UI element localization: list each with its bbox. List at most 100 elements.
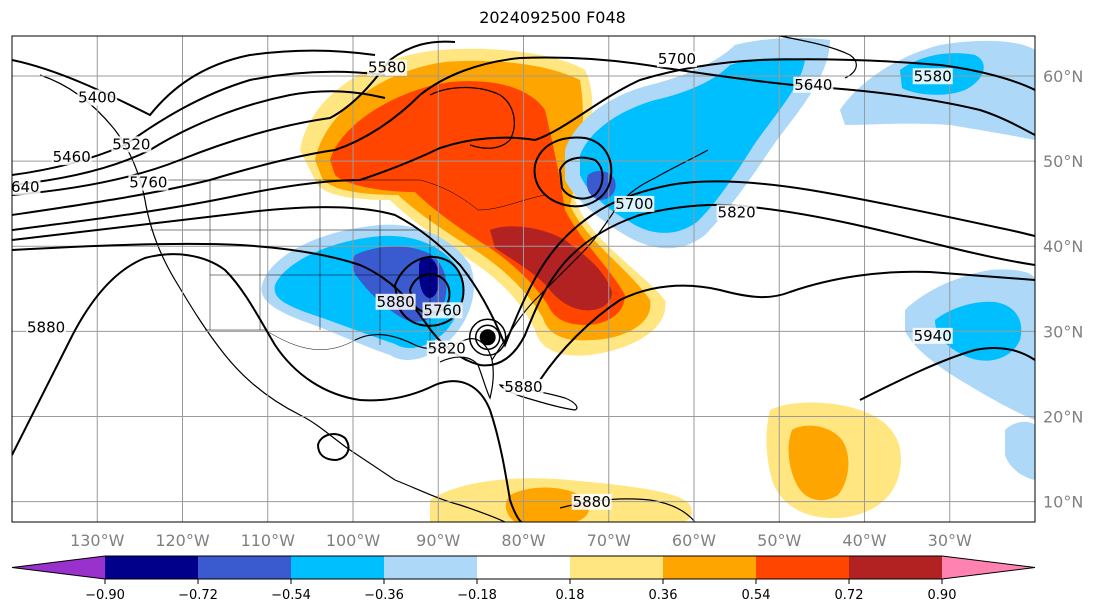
contour-label-background bbox=[128, 174, 169, 191]
lat-tick-label: 10°N bbox=[1043, 493, 1083, 512]
storm-ring-inner bbox=[474, 324, 501, 351]
colorbar-segment bbox=[477, 556, 571, 579]
contour-label-background bbox=[656, 51, 697, 68]
contour-label-text: 5580 bbox=[914, 67, 952, 85]
colorbar-tick-label: 0.90 bbox=[928, 588, 957, 603]
lon-tick-label: 130°W bbox=[70, 531, 125, 550]
contour-label-background bbox=[51, 149, 92, 166]
contour-5820 bbox=[12, 203, 1035, 367]
lon-tick-label: 90°W bbox=[416, 531, 460, 550]
contour-label: 5580 bbox=[912, 67, 953, 85]
height-contours bbox=[12, 40, 1035, 522]
coastlines bbox=[39, 36, 857, 522]
colorbar-tick-label: −0.18 bbox=[457, 588, 497, 603]
colorbar-segment bbox=[105, 556, 199, 579]
contour-label: 5700 bbox=[614, 195, 655, 213]
lat-tick-label: 50°N bbox=[1043, 152, 1083, 171]
contour-label-text: 5880 bbox=[27, 318, 65, 336]
contour-label-background bbox=[716, 204, 757, 221]
contour-label: 5700 bbox=[656, 50, 697, 68]
lat-tick-label: 40°N bbox=[1043, 237, 1083, 256]
contour-label-background bbox=[912, 327, 953, 344]
latitude-labels: 60°N 50°N 40°N 30°N 20°N 10°N bbox=[1043, 67, 1083, 512]
contour-label: 5640 bbox=[793, 76, 834, 94]
contour-label-text: 5640 bbox=[794, 76, 832, 94]
contour-5940 bbox=[859, 347, 1035, 401]
contour-label-text: 5820 bbox=[718, 203, 756, 221]
contour-5880-east bbox=[539, 270, 1035, 381]
contour-5760 bbox=[12, 180, 1035, 348]
contour-label-background bbox=[912, 68, 953, 85]
contour-label-background bbox=[77, 89, 118, 106]
longitude-labels: 130°W 120°W 110°W 100°W 90°W 80°W 70°W 60°W 50°W… bbox=[70, 531, 972, 550]
gridlines bbox=[12, 36, 1035, 522]
contour-label-text: 5940 bbox=[914, 327, 952, 345]
colorbar-tick-label: −0.90 bbox=[85, 588, 125, 603]
central-america bbox=[394, 479, 506, 522]
contour-label-text: 5700 bbox=[658, 50, 696, 68]
colorbar-tick-label: −0.54 bbox=[271, 588, 311, 603]
contour-canada-low-1 bbox=[533, 136, 613, 208]
anomaly-fill-pos-tropical-core bbox=[788, 425, 849, 501]
lon-tick-label: 60°W bbox=[672, 531, 716, 550]
contour-5880 bbox=[12, 253, 523, 522]
contour-label-background bbox=[503, 378, 544, 395]
colorbar-segment bbox=[570, 556, 664, 579]
contour-low-ring-2 bbox=[408, 273, 451, 314]
colorbar-segment bbox=[942, 556, 1035, 579]
contour-label-background bbox=[367, 59, 408, 76]
contour-label-background bbox=[111, 136, 152, 153]
contour-label-background bbox=[12, 178, 41, 195]
north-america-west-coast bbox=[39, 74, 396, 481]
contour-labels: 5580 5700 5640 5580 5400 5520 5460 5640 5760 5700… bbox=[1, 50, 953, 511]
anomaly-fill-neg-east-0.18 bbox=[1005, 421, 1035, 480]
contour-label: 5460 bbox=[51, 148, 92, 166]
colorbar-tick-label: −0.72 bbox=[178, 588, 218, 603]
contour-label-text: 5880 bbox=[504, 378, 542, 396]
lon-tick-label: 50°W bbox=[757, 531, 801, 550]
contour-label-background bbox=[426, 340, 467, 357]
colorbar-tick-label: 0.18 bbox=[556, 588, 585, 603]
colorbar-tick-label: 0.36 bbox=[649, 588, 678, 603]
plot-area: 5580 5700 5640 5580 5400 5520 5460 5640 5760 5700… bbox=[1, 36, 1035, 522]
contour-5640 bbox=[12, 56, 1035, 216]
lon-tick-label: 80°W bbox=[501, 531, 545, 550]
lat-tick-label: 20°N bbox=[1043, 407, 1083, 426]
colorbar-tick-label: 0.54 bbox=[742, 588, 771, 603]
contour-label: 5580 bbox=[367, 59, 408, 77]
colorbar-tick-label: 0.72 bbox=[835, 588, 864, 603]
anomaly-fill-neg-gulf-0.72 bbox=[419, 256, 440, 298]
contour-label: 5820 bbox=[716, 203, 757, 221]
colorbar-segment bbox=[384, 556, 478, 579]
contour-label-text: 5640 bbox=[1, 178, 39, 196]
contour-5580 bbox=[12, 40, 456, 196]
storm-center-dot bbox=[479, 329, 496, 346]
lat-tick-label: 60°N bbox=[1043, 67, 1083, 86]
lon-tick-label: 40°W bbox=[842, 531, 886, 550]
lon-tick-label: 70°W bbox=[587, 531, 631, 550]
map-title: 2024092500 F048 bbox=[479, 8, 626, 27]
lon-tick-label: 110°W bbox=[241, 531, 296, 550]
contour-label-background bbox=[26, 319, 67, 336]
storm-ring-outer bbox=[468, 318, 507, 357]
contour-label: 5880 bbox=[375, 293, 416, 311]
contour-label-text: 5400 bbox=[78, 89, 116, 107]
lon-tick-label: 120°W bbox=[155, 531, 210, 550]
lon-tick-label: 100°W bbox=[326, 531, 381, 550]
contour-label: 5880 bbox=[26, 318, 67, 336]
colorbar-segment bbox=[198, 556, 292, 579]
anomaly-fill-pos-0.72 bbox=[490, 226, 612, 311]
us-canada-border bbox=[150, 179, 546, 211]
storm-marker bbox=[468, 318, 507, 357]
anomaly-fill-pos-caribbean-core bbox=[505, 487, 590, 522]
contour-label-text: 5760 bbox=[423, 301, 461, 319]
contour-label-background bbox=[793, 76, 834, 93]
lat-tick-label: 30°N bbox=[1043, 322, 1083, 341]
contour-label-background bbox=[614, 195, 655, 212]
contour-5520 bbox=[12, 90, 386, 186]
contour-label: 5400 bbox=[77, 89, 118, 107]
colorbar-segment bbox=[756, 556, 850, 579]
contour-label-text: 5820 bbox=[428, 340, 466, 358]
contour-label-text: 5760 bbox=[129, 174, 167, 192]
